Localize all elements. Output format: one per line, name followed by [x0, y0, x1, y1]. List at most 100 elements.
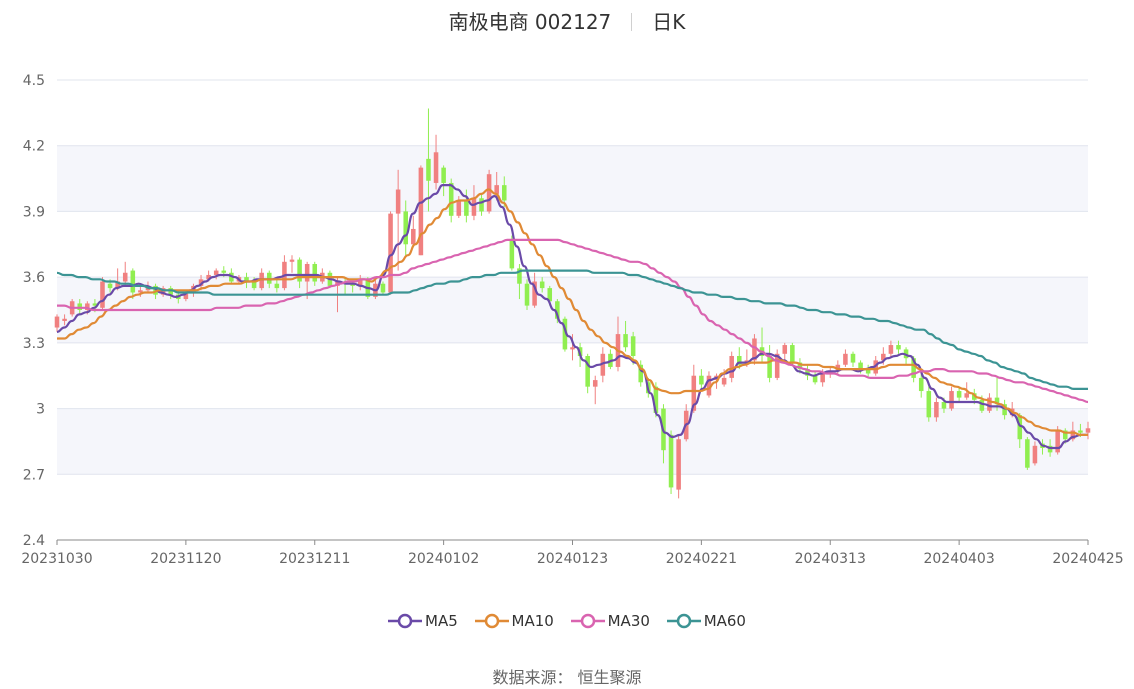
chart-title-text: 南极电商 002127: [448, 10, 612, 34]
candlestick-chart: 4.54.23.93.63.332.72.4 20231030 20231120 2…: [21, 73, 1123, 567]
y-tick-label: 3: [36, 402, 45, 418]
candle-body: [85, 303, 90, 310]
candle: [539, 277, 545, 293]
candle: [752, 334, 757, 365]
candle-body: [676, 439, 681, 490]
candle-body: [850, 353, 856, 363]
candle-body: [1078, 430, 1083, 433]
chart-subtitle: 日K: [652, 10, 686, 34]
candle: [987, 393, 992, 413]
candle-body: [244, 277, 249, 282]
candle: [638, 360, 644, 387]
title-separator: [631, 13, 633, 31]
candle-body: [941, 402, 947, 409]
legend-item-ma60[interactable]: MA60: [666, 612, 746, 630]
candle: [115, 268, 120, 291]
candle-body: [411, 228, 416, 245]
candle-body: [896, 345, 901, 350]
candle-body: [918, 377, 924, 392]
candle-body: [592, 380, 598, 387]
candle-body: [555, 301, 560, 319]
candle-body: [107, 283, 113, 289]
candle-body: [54, 316, 60, 328]
candle-body: [221, 270, 227, 273]
candle-body: [699, 375, 704, 385]
candle: [509, 235, 515, 271]
candle-body: [433, 152, 439, 183]
candle-body: [456, 200, 462, 216]
candle-body: [312, 264, 318, 282]
candle-body: [987, 397, 992, 411]
candle-body: [774, 353, 780, 378]
candle: [1032, 441, 1038, 466]
candle-body: [486, 174, 492, 212]
candle-body: [297, 259, 302, 282]
candle-body: [479, 198, 484, 212]
candle-body: [206, 274, 211, 280]
legend-label-ma60: MA60: [703, 612, 746, 630]
candle-body: [865, 369, 871, 374]
background-band: [57, 80, 1088, 146]
candle: [790, 342, 795, 365]
candle-body: [289, 259, 295, 262]
candle-body: [585, 356, 590, 387]
legend-item-ma30[interactable]: MA30: [570, 612, 650, 630]
candle: [767, 345, 772, 383]
candle: [464, 189, 469, 223]
ma-lines: [56, 183, 1089, 450]
candle: [729, 351, 734, 383]
candle: [395, 169, 401, 271]
candle: [774, 349, 780, 381]
candle-body: [395, 189, 401, 214]
candle-body: [782, 345, 788, 354]
x-tick-label: 20231211: [279, 551, 350, 567]
legend: MA5 MA10 MA30 MA60: [0, 612, 1134, 630]
candle: [433, 134, 439, 190]
background-band: [57, 277, 1088, 343]
candle-body: [62, 318, 67, 321]
candle: [1025, 437, 1030, 470]
candle: [532, 272, 537, 308]
candle-body: [638, 364, 644, 383]
y-tick-label: 2.4: [23, 533, 45, 549]
series-line-ma60: [56, 269, 1088, 391]
candle-body: [418, 167, 424, 256]
candle-body: [403, 211, 408, 245]
candle: [479, 193, 484, 216]
candle: [918, 373, 924, 398]
candle-body: [949, 391, 954, 409]
background-band: [57, 145, 1088, 212]
candle: [926, 386, 932, 422]
candle: [357, 274, 363, 291]
candle: [805, 364, 810, 381]
candle-body: [570, 347, 575, 350]
candle-body: [881, 353, 886, 361]
candle-body: [388, 213, 393, 293]
candle: [585, 353, 590, 394]
candle: [54, 314, 60, 332]
candle-body: [539, 281, 545, 289]
candle-body: [130, 270, 136, 293]
legend-item-ma10[interactable]: MA10: [474, 612, 554, 630]
candle-body: [691, 375, 697, 411]
candle: [562, 316, 568, 352]
y-tick-label: 4.2: [23, 139, 45, 155]
legend-item-ma5[interactable]: MA5: [388, 612, 458, 630]
x-tick-label: 20231120: [150, 551, 221, 567]
candle-body: [1085, 428, 1091, 433]
candle-body: [1002, 404, 1007, 416]
candle: [600, 347, 606, 383]
candle-body: [812, 375, 818, 383]
candle-body: [198, 279, 204, 286]
candle: [312, 261, 318, 286]
candle-body: [790, 345, 795, 363]
y-tick-label: 3.6: [23, 270, 45, 286]
candle: [411, 215, 416, 247]
candle: [896, 340, 901, 354]
candle: [1085, 421, 1091, 440]
candle: [62, 314, 67, 326]
candle-body: [1055, 430, 1060, 453]
candle-body: [926, 391, 932, 418]
candle: [865, 364, 871, 378]
candle-body: [623, 334, 628, 348]
